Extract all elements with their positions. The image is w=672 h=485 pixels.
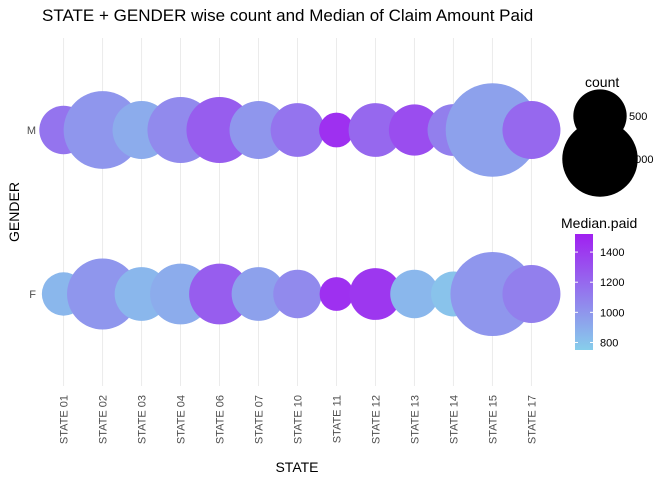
size-legend-label: 1000 — [629, 154, 653, 166]
bubble-m-6 — [229, 101, 288, 159]
x-tick-label: STATE 11 — [331, 395, 343, 443]
x-tick-label: STATE 02 — [98, 395, 110, 444]
y-tick-label: M — [27, 125, 36, 137]
bubble-m-13 — [502, 101, 561, 159]
y-axis-label: GENDER — [6, 182, 22, 242]
bubble-f-6 — [231, 267, 286, 321]
size-legend: count 500 1000 — [562, 74, 653, 197]
x-tick-label: STATE 07 — [254, 395, 266, 444]
x-tick-label: STATE 13 — [409, 395, 421, 444]
bubble-m-7 — [270, 103, 325, 157]
x-tick-label: STATE 10 — [293, 395, 305, 444]
color-bar — [575, 234, 593, 350]
bubble-f-10 — [390, 269, 439, 319]
bubble-f-5 — [189, 263, 250, 325]
x-tick-label: STATE 15 — [487, 395, 499, 444]
size-legend-label: 500 — [629, 111, 647, 123]
color-legend-title: Median.paid — [561, 215, 637, 231]
color-legend: Median.paid 800 1000 1200 1400 — [561, 215, 637, 350]
x-tick-label: STATE 17 — [526, 395, 538, 444]
bubble-m-8 — [319, 112, 354, 148]
x-tick-label: STATE 01 — [59, 395, 71, 444]
bubble-f-13 — [502, 265, 561, 323]
x-tick-labels: STATE 01 STATE 02 STATE 03 STATE 04 STATE 06… — [59, 395, 539, 444]
bubbles — [39, 83, 561, 337]
bubble-f-9 — [349, 268, 402, 320]
x-tick-label: STATE 14 — [448, 395, 460, 444]
color-legend-label: 800 — [600, 337, 618, 349]
bubble-m-9 — [348, 103, 403, 157]
bubble-f-7 — [273, 269, 322, 319]
chart-title: STATE + GENDER wise count and Median of … — [42, 6, 533, 25]
y-tick-labels: FM — [27, 125, 36, 301]
size-legend-key — [562, 121, 638, 197]
color-legend-label: 1200 — [600, 277, 624, 289]
color-legend-label: 1000 — [600, 307, 624, 319]
size-legend-title: count — [585, 74, 619, 90]
x-tick-label: STATE 06 — [215, 395, 227, 444]
x-tick-label: STATE 04 — [176, 395, 188, 444]
bubble-m-10 — [388, 104, 441, 156]
bubble-f-2 — [67, 258, 139, 330]
color-legend-label: 1400 — [600, 247, 624, 259]
x-axis-label: STATE — [275, 459, 318, 475]
x-tick-label: STATE 03 — [137, 395, 149, 444]
y-tick-label: F — [29, 289, 36, 301]
bubble-f-8 — [319, 277, 354, 311]
x-tick-label: STATE 12 — [370, 395, 382, 444]
